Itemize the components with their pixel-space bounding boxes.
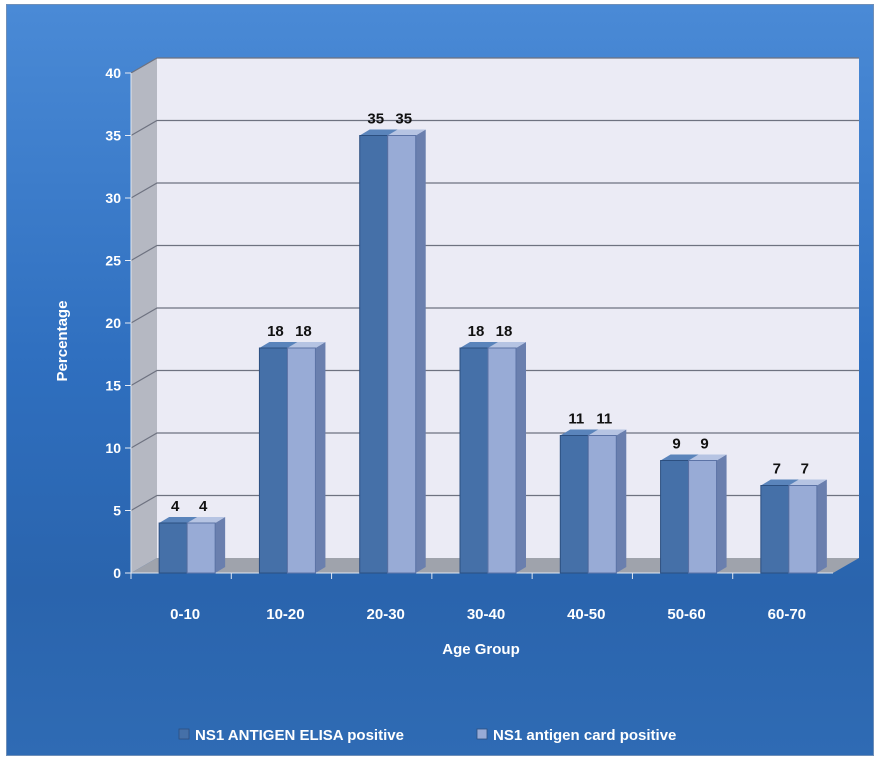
data-label: 4 [171, 498, 180, 515]
x-tick-label: 10-20 [266, 606, 304, 623]
bar-top [460, 342, 498, 348]
data-labels: 4 4 18 18 35 35 18 18 11 11 9 9 7 7 [171, 111, 809, 516]
bar-top [760, 479, 799, 486]
data-label: 9 [672, 436, 680, 453]
bar [186, 522, 216, 574]
bars [158, 129, 827, 574]
bar [487, 347, 517, 574]
legend-label: NS1 ANTIGEN ELISA positive [195, 727, 404, 744]
x-tick-label: 0-10 [170, 606, 200, 623]
legend: NS1 ANTIGEN ELISA positive NS1 antigen ca… [178, 727, 676, 744]
bar-side [616, 429, 627, 573]
gridline [130, 182, 859, 199]
gridline [130, 369, 859, 387]
bar [688, 460, 718, 574]
x-axis-ticks: 0-10 10-20 20-30 30-40 40-50 50-60 60-70 [130, 573, 806, 623]
bar-top [488, 342, 526, 348]
data-label: 35 [367, 111, 384, 128]
y-tick-label: 25 [105, 253, 121, 269]
data-label: 4 [199, 498, 208, 515]
bar-top [788, 479, 827, 486]
y-tick-label: 0 [113, 565, 121, 581]
bar [587, 435, 617, 574]
bar [788, 485, 818, 574]
bar [286, 347, 316, 574]
chart-frame: 0 5 10 15 20 25 30 35 40 4 4 18 18 35 35 18 18 11 11 9 9 7 7 … [6, 4, 874, 756]
gridline [130, 119, 859, 137]
x-tick-label: 20-30 [367, 606, 405, 623]
bar [559, 435, 589, 574]
data-label: 35 [395, 111, 412, 128]
y-tick-label: 20 [105, 315, 121, 331]
data-label: 11 [596, 411, 612, 428]
gridline [130, 307, 859, 324]
data-label: 11 [568, 411, 584, 428]
y-tick-label: 15 [105, 378, 121, 394]
bar-top [287, 342, 326, 348]
bar-top [259, 342, 298, 348]
gridline [130, 244, 859, 262]
bar-side [415, 129, 426, 573]
data-label: 7 [801, 461, 809, 478]
gridlines [130, 57, 859, 512]
gridline [130, 57, 859, 74]
bar-top [560, 429, 599, 436]
bar [258, 347, 288, 574]
x-axis-label: Age Group [442, 641, 520, 658]
data-label: 18 [496, 323, 513, 340]
bar-top [159, 517, 198, 523]
legend-label: NS1 antigen card positive [493, 727, 676, 744]
x-tick-label: 30-40 [467, 606, 505, 623]
y-tick-label: 10 [105, 440, 121, 456]
data-label: 18 [295, 323, 312, 340]
y-tick-label: 35 [105, 128, 121, 144]
bar-top [387, 129, 426, 136]
data-label: 18 [267, 323, 284, 340]
bar [158, 522, 188, 574]
x-tick-label: 60-70 [768, 606, 806, 623]
data-label: 18 [468, 323, 485, 340]
data-label: 7 [773, 461, 781, 478]
legend-swatch [178, 728, 190, 740]
bar [760, 485, 790, 574]
y-tick-label: 5 [113, 503, 121, 519]
bar-side [215, 517, 226, 573]
bar-side [315, 342, 326, 573]
bar [359, 135, 389, 574]
y-axis-label: Percentage [54, 301, 71, 382]
legend-swatch [476, 728, 488, 740]
bar-top [660, 454, 699, 461]
bar-top [588, 429, 627, 436]
x-tick-label: 50-60 [667, 606, 705, 623]
bar-side [716, 454, 727, 573]
bar-side [816, 479, 827, 573]
bar-side [516, 342, 526, 573]
bar-top [359, 129, 398, 136]
bar-top [688, 454, 727, 461]
x-tick-label: 40-50 [567, 606, 605, 623]
bar [459, 347, 489, 574]
y-tick-label: 30 [105, 190, 121, 206]
bar [660, 460, 690, 574]
bar [387, 135, 417, 574]
y-tick-label: 40 [105, 65, 121, 81]
bar-top [187, 517, 226, 523]
data-label: 9 [700, 436, 708, 453]
